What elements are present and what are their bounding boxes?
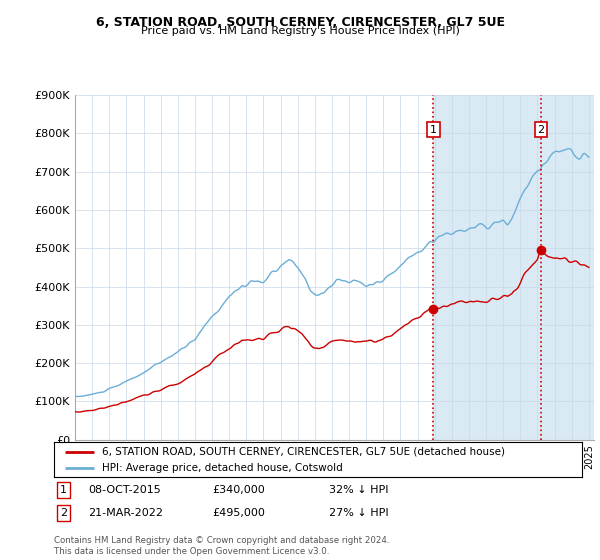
Text: 08-OCT-2015: 08-OCT-2015 bbox=[88, 484, 161, 494]
Text: 27% ↓ HPI: 27% ↓ HPI bbox=[329, 508, 388, 519]
Text: £495,000: £495,000 bbox=[212, 508, 265, 519]
Text: £340,000: £340,000 bbox=[212, 484, 265, 494]
Text: 6, STATION ROAD, SOUTH CERNEY, CIRENCESTER, GL7 5UE: 6, STATION ROAD, SOUTH CERNEY, CIRENCEST… bbox=[95, 16, 505, 29]
Text: 2: 2 bbox=[538, 125, 545, 134]
Text: Price paid vs. HM Land Registry's House Price Index (HPI): Price paid vs. HM Land Registry's House … bbox=[140, 26, 460, 36]
Bar bbox=[433, 95, 594, 440]
Text: 1: 1 bbox=[430, 125, 437, 134]
Text: 21-MAR-2022: 21-MAR-2022 bbox=[88, 508, 163, 519]
Text: 1: 1 bbox=[60, 484, 67, 494]
Text: Contains HM Land Registry data © Crown copyright and database right 2024.
This d: Contains HM Land Registry data © Crown c… bbox=[54, 536, 389, 556]
Text: 6, STATION ROAD, SOUTH CERNEY, CIRENCESTER, GL7 5UE (detached house): 6, STATION ROAD, SOUTH CERNEY, CIRENCEST… bbox=[101, 447, 505, 457]
Text: 2: 2 bbox=[60, 508, 67, 519]
Text: HPI: Average price, detached house, Cotswold: HPI: Average price, detached house, Cots… bbox=[101, 463, 342, 473]
Text: 32% ↓ HPI: 32% ↓ HPI bbox=[329, 484, 388, 494]
